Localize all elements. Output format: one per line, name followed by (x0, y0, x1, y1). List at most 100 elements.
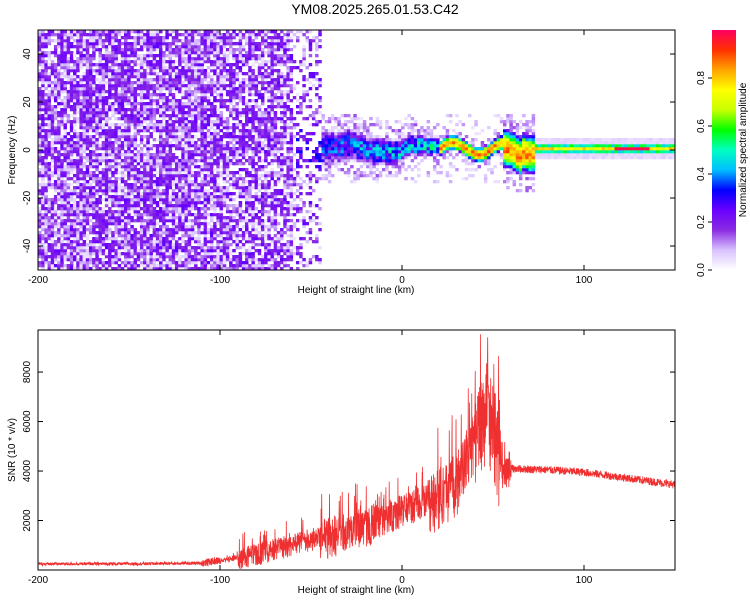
heatmap-cell (197, 90, 201, 94)
heatmap-cell (181, 123, 185, 127)
heatmap-cell (57, 30, 61, 34)
heatmap-cell (206, 195, 211, 199)
heatmap-cell (117, 84, 122, 88)
heatmap-cell (190, 219, 195, 223)
heatmap-cell (209, 66, 214, 70)
heatmap-cell (47, 123, 52, 127)
heatmap-cell (241, 111, 246, 115)
heatmap-cell (254, 195, 259, 199)
heatmap-cell (264, 144, 268, 148)
heatmap-cell (98, 33, 102, 37)
heatmap-cell (146, 93, 150, 97)
heatmap-cell (124, 183, 128, 187)
heatmap-cell (44, 189, 48, 193)
heatmap-cell (232, 264, 236, 268)
heatmap-cell (149, 132, 153, 136)
heatmap-cell (203, 108, 208, 112)
heatmap-cell (251, 264, 255, 268)
heatmap-cell (155, 189, 160, 193)
heatmap-cell (168, 228, 173, 232)
heatmap-cell (225, 99, 230, 103)
heatmap-cell (53, 48, 58, 52)
heatmap-cell (273, 222, 278, 226)
heatmap-cell (149, 135, 153, 139)
heatmap-cell (38, 243, 42, 247)
heatmap-cell (267, 138, 271, 142)
heatmap-cell (120, 216, 125, 220)
heatmap-cell (216, 243, 220, 247)
heatmap-cell (85, 39, 90, 43)
heatmap-cell (209, 111, 214, 115)
heatmap-cell (149, 195, 153, 199)
heatmap-cell (190, 120, 195, 124)
heatmap-cell (235, 96, 239, 100)
heatmap-cell (155, 144, 160, 148)
heatmap-cell (66, 90, 71, 94)
heatmap-cell (76, 120, 80, 124)
heatmap-cell (267, 60, 271, 64)
heatmap-cell (162, 210, 166, 214)
heatmap-cell (225, 195, 230, 199)
heatmap-cell (114, 171, 118, 175)
heatmap-cell (155, 252, 160, 256)
heatmap-cell (57, 102, 61, 106)
heatmap-cell (101, 156, 106, 160)
heatmap-cell (174, 207, 179, 211)
heatmap-cell (101, 81, 106, 85)
heatmap-cell (124, 216, 128, 220)
heatmap-cell (190, 42, 195, 46)
heatmap-cell (245, 267, 249, 270)
heatmap-cell (251, 48, 255, 52)
heatmap-cell (209, 75, 214, 79)
heatmap-cell (82, 33, 87, 37)
heatmap-cell (229, 261, 233, 265)
heatmap-cell (114, 87, 118, 91)
heatmap-cell (206, 168, 211, 172)
heatmap-cell (264, 174, 268, 178)
heatmap-cell (270, 60, 274, 64)
heatmap-cell (178, 168, 182, 172)
heatmap-cell (139, 93, 144, 97)
heatmap-cell (130, 105, 134, 109)
heatmap-cell (82, 264, 87, 268)
heatmap-cell (171, 231, 176, 235)
heatmap-cell (124, 123, 128, 127)
heatmap-cell (143, 159, 147, 163)
heatmap-cell (38, 240, 42, 244)
heatmap-cell (254, 153, 259, 157)
heatmap-cell (190, 93, 195, 97)
heatmap-cell (171, 36, 176, 40)
heatmap-cell (257, 243, 262, 247)
heatmap-cell (47, 207, 52, 211)
heatmap-cell (136, 252, 141, 256)
heatmap-cell (165, 174, 169, 178)
heatmap-cell (127, 177, 131, 181)
heatmap-cell (88, 144, 93, 148)
heatmap-cell (229, 111, 233, 115)
heatmap-cell (162, 177, 166, 181)
heatmap-cell (76, 228, 80, 232)
heatmap-cell (114, 75, 118, 79)
heatmap-cell (44, 156, 48, 160)
heatmap-cell (73, 219, 77, 223)
heatmap-cell (190, 81, 195, 85)
heatmap-cell (85, 204, 90, 208)
heatmap-cell (162, 45, 166, 49)
heatmap-cell (73, 72, 77, 76)
heatmap-cell (190, 180, 195, 184)
heatmap-cell (165, 123, 169, 127)
heatmap-cell (143, 219, 147, 223)
heatmap-cell (178, 126, 182, 130)
heatmap-cell (232, 183, 236, 187)
heatmap-cell (213, 174, 217, 178)
heatmap-cell (82, 138, 87, 142)
heatmap-cell (69, 243, 74, 247)
heatmap-cell (209, 42, 214, 46)
heatmap-cell (108, 198, 112, 202)
heatmap-cell (95, 225, 99, 229)
heatmap-cell (50, 201, 55, 205)
heatmap-cell (101, 198, 106, 202)
heatmap-cell (165, 87, 169, 91)
heatmap-cell (171, 108, 176, 112)
heatmap-cell (114, 204, 118, 208)
